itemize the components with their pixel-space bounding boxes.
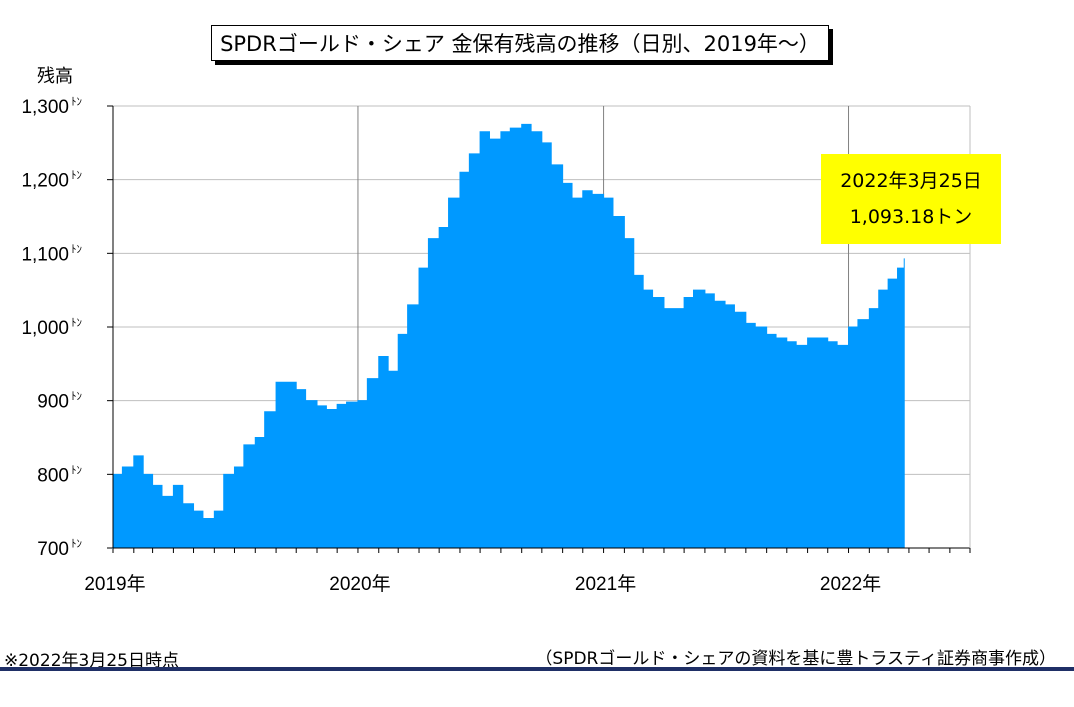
y-tick-unit: ﾄﾝ [71,464,82,476]
chart-title: SPDRゴールド・シェア 金保有残高の推移（日別、2019年～） [211,25,829,61]
y-tick-unit: ﾄﾝ [71,243,82,255]
latest-value-callout: 2022年3月25日 1,093.18トン [821,154,1001,244]
x-tick-label: 2022年 [820,573,881,595]
chart-title-text: SPDRゴールド・シェア 金保有残高の推移（日別、2019年～） [220,32,820,56]
bottom-divider [0,667,1074,671]
y-tick-label: 1,000 [21,318,69,339]
y-tick-label: 1,300 [21,97,69,118]
y-tick-label: 800 [37,465,69,486]
y-tick-unit: ﾄﾝ [71,538,82,550]
x-tick-label: 2019年 [84,573,145,595]
y-tick-label: 900 [37,392,69,413]
y-tick-unit: ﾄﾝ [71,317,82,329]
y-tick-label: 1,200 [21,171,69,192]
y-tick-label: 1,100 [21,244,69,265]
callout-date: 2022年3月25日 [840,170,982,192]
y-tick-unit: ﾄﾝ [71,96,82,108]
y-axis-label: 残高 [37,66,73,87]
as-of-note: ※2022年3月25日時点 [4,651,179,671]
x-tick-label: 2021年 [575,573,636,595]
callout-value: 1,093.18トン [849,206,973,228]
y-tick-unit: ﾄﾝ [71,391,82,403]
y-tick-unit: ﾄﾝ [71,170,82,182]
x-tick-label: 2020年 [329,573,390,595]
y-tick-label: 700 [37,539,69,560]
source-note: （SPDRゴールド・シェアの資料を基に豊トラスティ証券商事作成） [535,649,1056,669]
